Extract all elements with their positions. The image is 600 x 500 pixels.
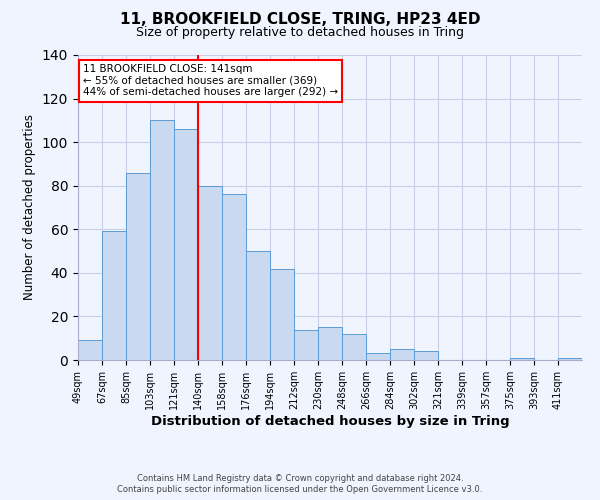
Bar	[102, 232, 126, 360]
Bar	[558, 358, 582, 360]
Bar	[390, 349, 414, 360]
Bar	[270, 268, 294, 360]
Bar	[126, 172, 150, 360]
Bar	[222, 194, 246, 360]
Bar	[150, 120, 174, 360]
Bar	[414, 352, 438, 360]
Text: 11, BROOKFIELD CLOSE, TRING, HP23 4ED: 11, BROOKFIELD CLOSE, TRING, HP23 4ED	[120, 12, 480, 28]
Y-axis label: Number of detached properties: Number of detached properties	[23, 114, 37, 300]
X-axis label: Distribution of detached houses by size in Tring: Distribution of detached houses by size …	[151, 414, 509, 428]
Bar	[294, 330, 318, 360]
Bar	[342, 334, 366, 360]
Text: 11 BROOKFIELD CLOSE: 141sqm
← 55% of detached houses are smaller (369)
44% of se: 11 BROOKFIELD CLOSE: 141sqm ← 55% of det…	[83, 64, 338, 98]
Bar	[510, 358, 534, 360]
Bar	[198, 186, 222, 360]
Bar	[78, 340, 102, 360]
Bar	[174, 129, 198, 360]
Bar	[318, 328, 342, 360]
Text: Contains HM Land Registry data © Crown copyright and database right 2024.
Contai: Contains HM Land Registry data © Crown c…	[118, 474, 482, 494]
Bar	[246, 251, 270, 360]
Text: Size of property relative to detached houses in Tring: Size of property relative to detached ho…	[136, 26, 464, 39]
Bar	[366, 354, 390, 360]
